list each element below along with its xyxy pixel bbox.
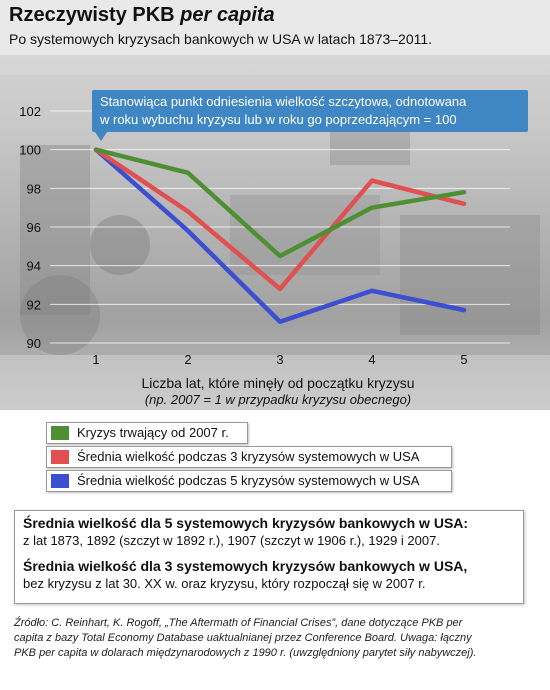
x-tick-label: 1 (92, 352, 99, 367)
y-tick-label: 92 (27, 297, 41, 312)
legend-item-current-crisis: Kryzys trwający od 2007 r. (46, 422, 248, 444)
info-heading-5: Średnia wielkość dla 5 systemowych kryzy… (23, 515, 469, 531)
x-tick-labels: 1 2 3 4 5 (92, 352, 467, 367)
legend-swatch-red (51, 450, 69, 464)
x-tick-label: 3 (276, 352, 283, 367)
y-tick-label: 102 (19, 104, 41, 119)
info-text-5: z lat 1873, 1892 (szczyt w 1892 r.), 190… (23, 533, 440, 548)
series-line-2 (93, 147, 467, 292)
legend-swatch-green (51, 426, 69, 440)
series-lines (93, 147, 467, 324)
x-tick-label: 4 (368, 352, 375, 367)
legend-swatch-blue (51, 474, 69, 488)
y-tick-label: 100 (19, 143, 41, 158)
info-heading-3: Średnia wielkość dla 3 systemowych kryzy… (23, 558, 468, 574)
callout-line-1: Stanowiąca punkt odniesienia wielkość sz… (100, 94, 467, 109)
legend-label: Średnia wielkość podczas 5 kryzysów syst… (77, 473, 420, 488)
legend-item-5-crises: Średnia wielkość podczas 5 kryzysów syst… (46, 470, 452, 492)
y-tick-label: 94 (27, 259, 41, 274)
source-line-2: capita z bazy Total Economy Database uak… (14, 632, 472, 644)
header: Rzeczywisty PKB per capita Po systemowyc… (0, 0, 550, 55)
chart-subtitle: Po systemowych kryzysach bankowych w USA… (9, 31, 433, 47)
x-axis-label: Liczba lat, które minęły od początku kry… (141, 375, 415, 391)
y-tick-labels: 90 92 94 96 98 100 102 (19, 104, 41, 351)
series-line-3 (93, 147, 467, 324)
y-tick-label: 90 (27, 336, 41, 351)
x-tick-label: 5 (460, 352, 467, 367)
gridlines (50, 110, 510, 344)
reference-callout: Stanowiąca punkt odniesienia wielkość sz… (92, 90, 528, 132)
series-line-1 (93, 147, 467, 259)
line-chart: 90 92 94 96 98 100 102 1 2 3 4 5 (19, 104, 510, 367)
x-tick-label: 2 (184, 352, 191, 367)
source-line-1: Źródło: C. Reinhart, K. Rogoff, „The Aft… (14, 617, 463, 629)
legend-label: Średnia wielkość podczas 3 kryzysów syst… (77, 449, 420, 464)
crisis-info-box: Średnia wielkość dla 5 systemowych kryzy… (14, 510, 524, 604)
legend-item-3-crises: Średnia wielkość podczas 3 kryzysów syst… (46, 446, 452, 468)
y-tick-label: 96 (27, 220, 41, 235)
chart-title: Rzeczywisty PKB per capita (9, 4, 275, 26)
legend-label: Kryzys trwający od 2007 r. (77, 425, 229, 440)
x-axis-note: (np. 2007 = 1 w przypadku kryzysu obecne… (144, 392, 412, 407)
y-tick-label: 98 (27, 181, 41, 196)
callout-line-2: w roku wybuchu kryzysu lub w roku go pop… (100, 112, 457, 127)
source-line-3: PKB per capita w dolarach międzynarodowy… (14, 647, 477, 659)
info-text-3: bez kryzysu z lat 30. XX w. oraz kryzysu… (23, 576, 426, 591)
callout-pointer (95, 132, 107, 141)
source-note: Źródło: C. Reinhart, K. Rogoff, „The Aft… (14, 616, 534, 661)
